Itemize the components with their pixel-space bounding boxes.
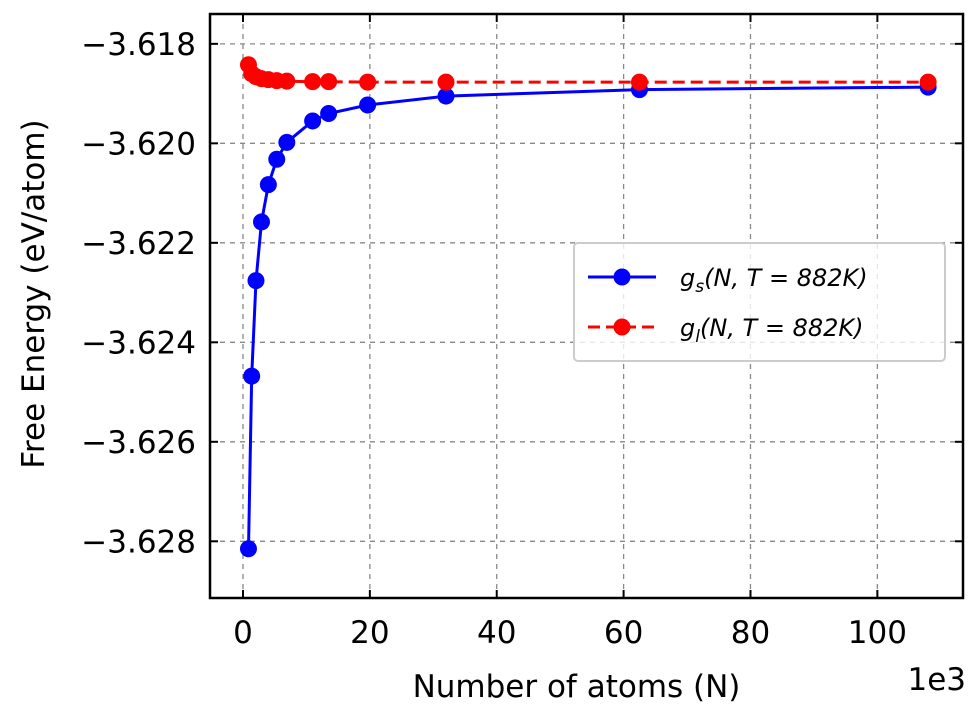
y-tick-label: −3.628 — [81, 524, 196, 560]
y-tick-label: −3.622 — [81, 226, 196, 262]
series-point — [437, 73, 455, 91]
x-tick-label: 20 — [350, 615, 389, 651]
plot-frame — [208, 12, 965, 600]
x-axis-offset-label: 1e3 — [907, 662, 966, 698]
legend-label: gs(N, T = 882K) — [680, 264, 868, 297]
legend-swatch-marker — [613, 268, 631, 286]
y-axis-label: Free Energy (eV/atom) — [16, 119, 52, 468]
series-point — [259, 176, 277, 194]
series-point — [359, 96, 377, 114]
legend: gs(N, T = 882K) gl(N, T = 882K) — [573, 242, 946, 362]
series-point — [437, 87, 455, 105]
series-point — [919, 73, 937, 91]
series-point — [320, 73, 338, 91]
series-point — [243, 367, 261, 385]
legend-label: gl(N, T = 882K) — [680, 314, 863, 347]
y-tick-label: −3.620 — [81, 126, 196, 162]
series-point — [278, 133, 296, 151]
series-point — [304, 112, 322, 130]
x-tick-label: 40 — [477, 615, 516, 651]
y-tick-label: −3.618 — [81, 27, 196, 63]
series-point — [630, 73, 648, 91]
x-axis-label: Number of atoms (N) — [413, 669, 741, 705]
series-point — [359, 73, 377, 91]
series-point — [239, 540, 257, 558]
x-tick-label: 80 — [731, 615, 770, 651]
x-tick-label: 100 — [848, 615, 907, 651]
legend-box — [573, 242, 946, 362]
series-point — [252, 213, 270, 231]
x-tick-label: 60 — [604, 615, 643, 651]
series-point — [304, 73, 322, 91]
x-tick-label: 0 — [233, 615, 253, 651]
y-tick-label: −3.626 — [81, 425, 196, 461]
legend-swatch-marker — [613, 318, 631, 336]
y-tick-label: −3.624 — [81, 325, 196, 361]
axis-ticks: 0 20 40 60 80 100 −3.628 −3.626 −3.624 −3.622 −3.6… — [81, 14, 963, 651]
series-point — [268, 150, 286, 168]
series-point — [320, 104, 338, 122]
series-point — [247, 272, 265, 290]
series-point — [278, 72, 296, 90]
plot-series — [239, 56, 937, 558]
